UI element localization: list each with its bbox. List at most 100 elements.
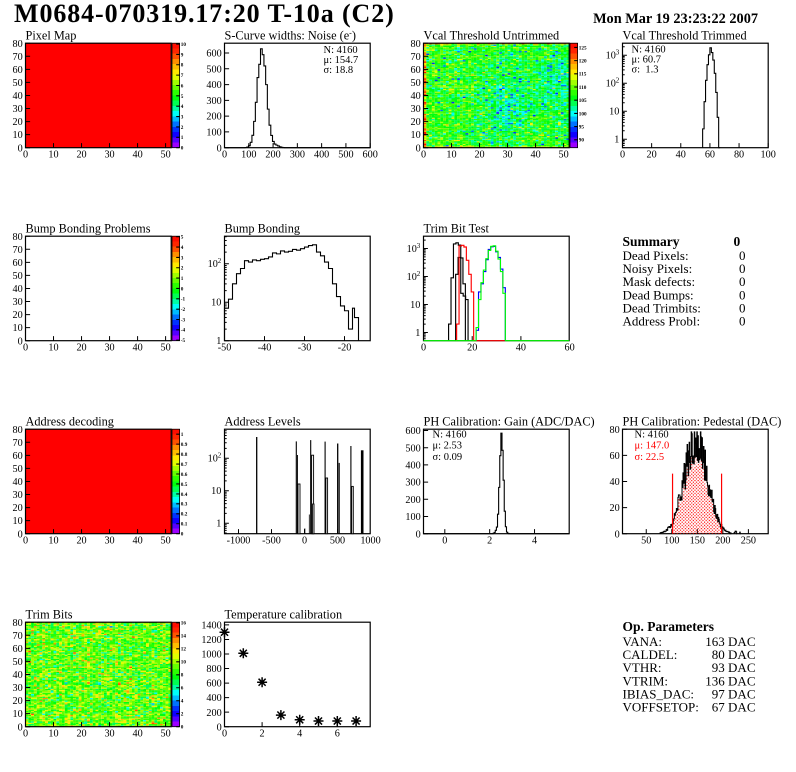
svg-text:40: 40 [411, 91, 421, 102]
svg-text:10: 10 [13, 516, 23, 527]
svg-text:40: 40 [610, 477, 620, 488]
svg-text:10: 10 [410, 300, 420, 311]
svg-text:-30: -30 [298, 343, 312, 354]
svg-text:σ: 22.5: σ: 22.5 [635, 452, 665, 463]
svg-text:500: 500 [330, 536, 345, 547]
svg-text:70: 70 [13, 438, 23, 449]
svg-text:0.3: 0.3 [181, 502, 188, 508]
svg-text:110: 110 [579, 85, 587, 91]
svg-text:300: 300 [290, 150, 305, 161]
svg-text:40: 40 [13, 91, 23, 102]
svg-text:30: 30 [13, 683, 23, 694]
svg-text:95: 95 [579, 124, 585, 130]
svg-text:Address Levels: Address Levels [225, 415, 301, 429]
svg-text:PH Calibration: Pedestal (DAC): PH Calibration: Pedestal (DAC) [623, 415, 782, 429]
svg-text:40: 40 [13, 670, 23, 681]
svg-text:-50: -50 [218, 343, 232, 354]
svg-text:40: 40 [13, 477, 23, 488]
svg-text:50: 50 [641, 536, 651, 547]
svg-text:70: 70 [411, 52, 421, 63]
svg-text:6: 6 [335, 729, 340, 740]
svg-text:5: 5 [181, 94, 184, 100]
svg-text:50: 50 [161, 729, 171, 740]
svg-text:100: 100 [664, 536, 679, 547]
svg-text:N: 4160: N: 4160 [433, 429, 467, 440]
svg-text:4: 4 [181, 245, 184, 251]
svg-text:50: 50 [559, 150, 569, 161]
svg-text:1000: 1000 [360, 536, 380, 547]
svg-text:30: 30 [13, 104, 23, 115]
svg-text:10: 10 [211, 486, 221, 497]
svg-text:0: 0 [23, 150, 28, 161]
svg-text:40: 40 [132, 150, 142, 161]
svg-text:M0684-070319.17:20 T-10a (C2): M0684-070319.17:20 T-10a (C2) [14, 0, 395, 28]
svg-text:50: 50 [161, 343, 171, 354]
svg-text:10: 10 [48, 536, 58, 547]
svg-text:Dead Bumps:: Dead Bumps: [623, 287, 694, 302]
svg-text:67 DAC: 67 DAC [712, 700, 756, 715]
svg-text:10: 10 [13, 130, 23, 141]
svg-text:90: 90 [579, 138, 585, 144]
svg-text:3: 3 [181, 255, 184, 261]
svg-text:60: 60 [411, 65, 421, 76]
svg-text:0: 0 [23, 729, 28, 740]
svg-text:-4: -4 [181, 328, 186, 334]
svg-text:μ: 154.7: μ: 154.7 [324, 55, 359, 66]
svg-text:70: 70 [13, 245, 23, 256]
svg-text:0: 0 [734, 234, 741, 249]
svg-text:60: 60 [565, 343, 575, 354]
svg-text:20: 20 [76, 343, 86, 354]
svg-text:VANA:: VANA: [623, 634, 663, 649]
svg-text:200: 200 [715, 536, 730, 547]
svg-text:0.6: 0.6 [181, 472, 188, 478]
svg-text:30: 30 [104, 536, 114, 547]
svg-text:0: 0 [217, 143, 222, 154]
svg-text:100: 100 [405, 512, 420, 523]
svg-text:PH Calibration: Gain (ADC/DAC): PH Calibration: Gain (ADC/DAC) [424, 415, 595, 429]
svg-text:100: 100 [579, 111, 587, 117]
svg-text:1200: 1200 [201, 635, 221, 646]
svg-text:0.8: 0.8 [181, 452, 188, 458]
svg-text:10: 10 [411, 130, 421, 141]
svg-text:0: 0 [181, 146, 184, 152]
svg-text:VOFFSETOP:: VOFFSETOP: [623, 700, 699, 715]
svg-text:136 DAC: 136 DAC [705, 673, 755, 688]
svg-text:1400: 1400 [201, 621, 221, 632]
svg-text:3: 3 [181, 114, 184, 120]
svg-text:600: 600 [363, 150, 378, 161]
svg-text:VTRIM:: VTRIM: [623, 673, 669, 688]
svg-text:50: 50 [161, 150, 171, 161]
svg-text:-1: -1 [181, 297, 186, 303]
svg-text:20: 20 [13, 310, 23, 321]
svg-text:2: 2 [487, 536, 492, 547]
svg-text:120: 120 [579, 59, 587, 65]
svg-text:CALDEL:: CALDEL: [623, 647, 678, 662]
svg-text:9: 9 [181, 52, 184, 58]
svg-text:0: 0 [739, 261, 746, 276]
svg-text:10: 10 [181, 660, 187, 666]
svg-text:40: 40 [530, 150, 540, 161]
svg-text:Vcal Threshold Untrimmed: Vcal Threshold Untrimmed [424, 29, 560, 43]
svg-text:-1000: -1000 [227, 536, 251, 547]
svg-text:1000: 1000 [201, 650, 221, 661]
svg-text:4: 4 [181, 104, 184, 110]
svg-text:σ: 0.09: σ: 0.09 [433, 452, 463, 463]
svg-text:0: 0 [421, 343, 426, 354]
svg-text:μ: 60.7: μ: 60.7 [632, 55, 662, 66]
svg-text:80: 80 [13, 425, 23, 436]
svg-text:20: 20 [474, 150, 484, 161]
svg-text:80: 80 [13, 39, 23, 50]
svg-text:40: 40 [676, 150, 686, 161]
svg-text:115: 115 [579, 72, 587, 78]
svg-text:4: 4 [181, 699, 184, 705]
svg-text:105: 105 [579, 98, 587, 104]
svg-text:60: 60 [13, 258, 23, 269]
svg-text:μ: 2.53: μ: 2.53 [433, 441, 463, 452]
svg-text:0: 0 [217, 722, 222, 733]
svg-text:0: 0 [739, 274, 746, 289]
svg-text:20: 20 [610, 503, 620, 514]
svg-text:0: 0 [416, 143, 421, 154]
svg-text:4: 4 [532, 536, 537, 547]
svg-text:10: 10 [211, 298, 221, 309]
svg-text:2: 2 [181, 266, 184, 272]
